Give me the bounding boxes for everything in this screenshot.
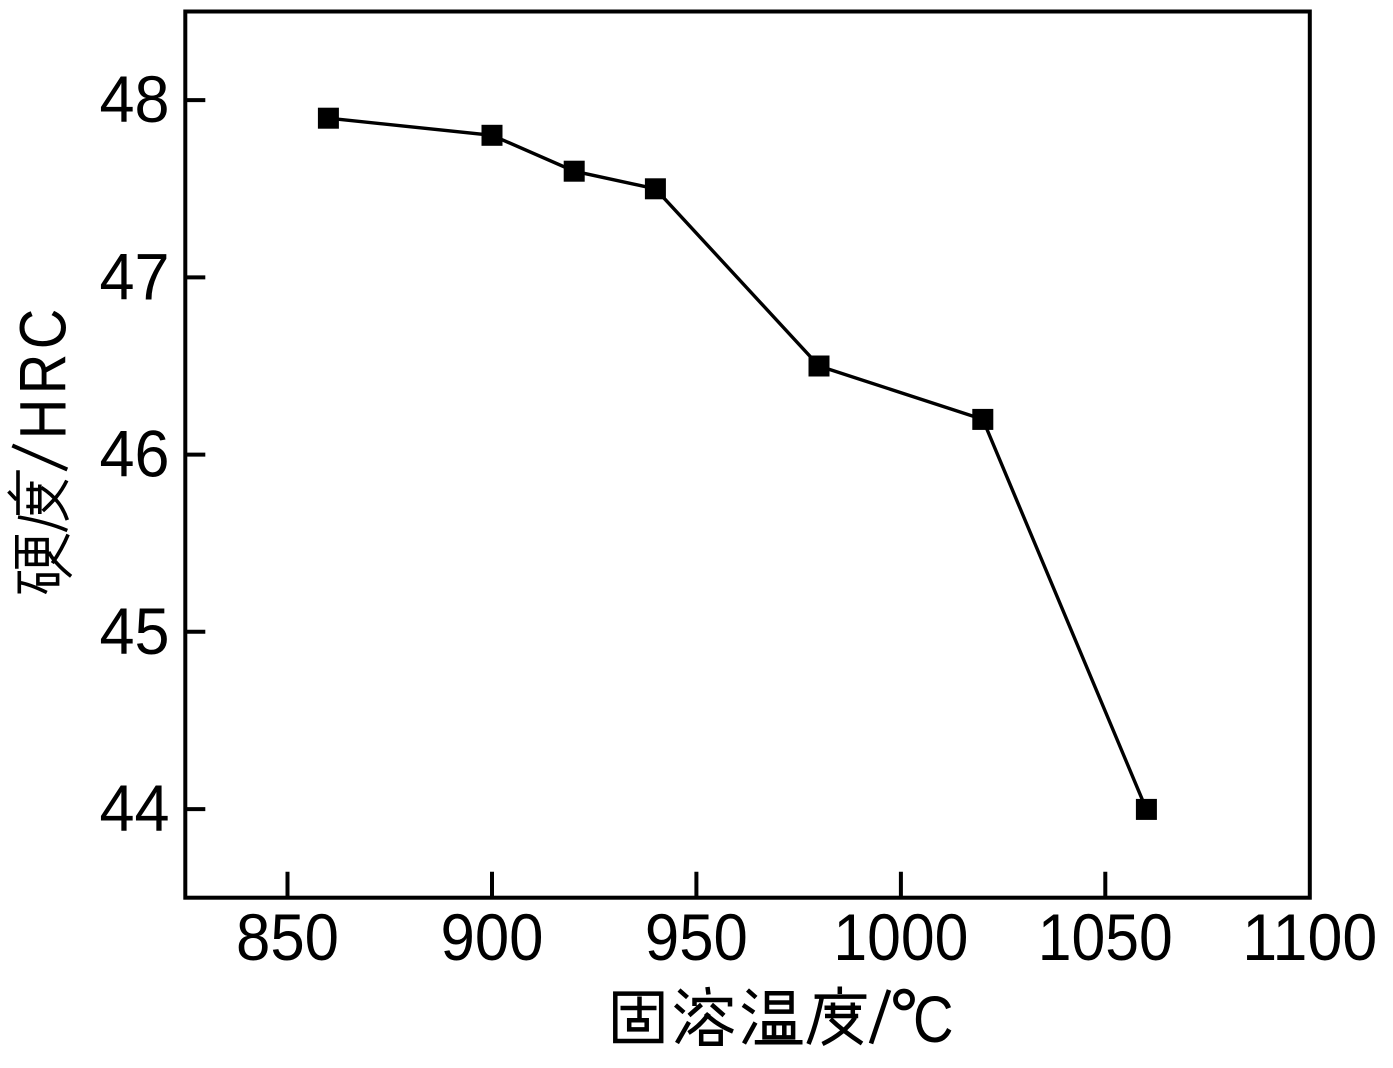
svg-text:1000: 1000 xyxy=(833,900,968,974)
svg-text:45: 45 xyxy=(100,594,170,668)
svg-text:950: 950 xyxy=(645,900,748,974)
svg-text:44: 44 xyxy=(100,771,170,845)
svg-text:48: 48 xyxy=(100,62,170,136)
svg-text:H: H xyxy=(6,399,79,440)
svg-text:C: C xyxy=(6,309,79,350)
svg-text:C: C xyxy=(913,983,954,1056)
svg-text:1050: 1050 xyxy=(1038,900,1173,974)
svg-text:900: 900 xyxy=(441,900,544,974)
svg-text:1100: 1100 xyxy=(1242,900,1377,974)
svg-text:47: 47 xyxy=(100,239,170,313)
svg-text:R: R xyxy=(6,354,79,395)
svg-text:850: 850 xyxy=(236,900,339,974)
svg-text:46: 46 xyxy=(100,417,170,491)
